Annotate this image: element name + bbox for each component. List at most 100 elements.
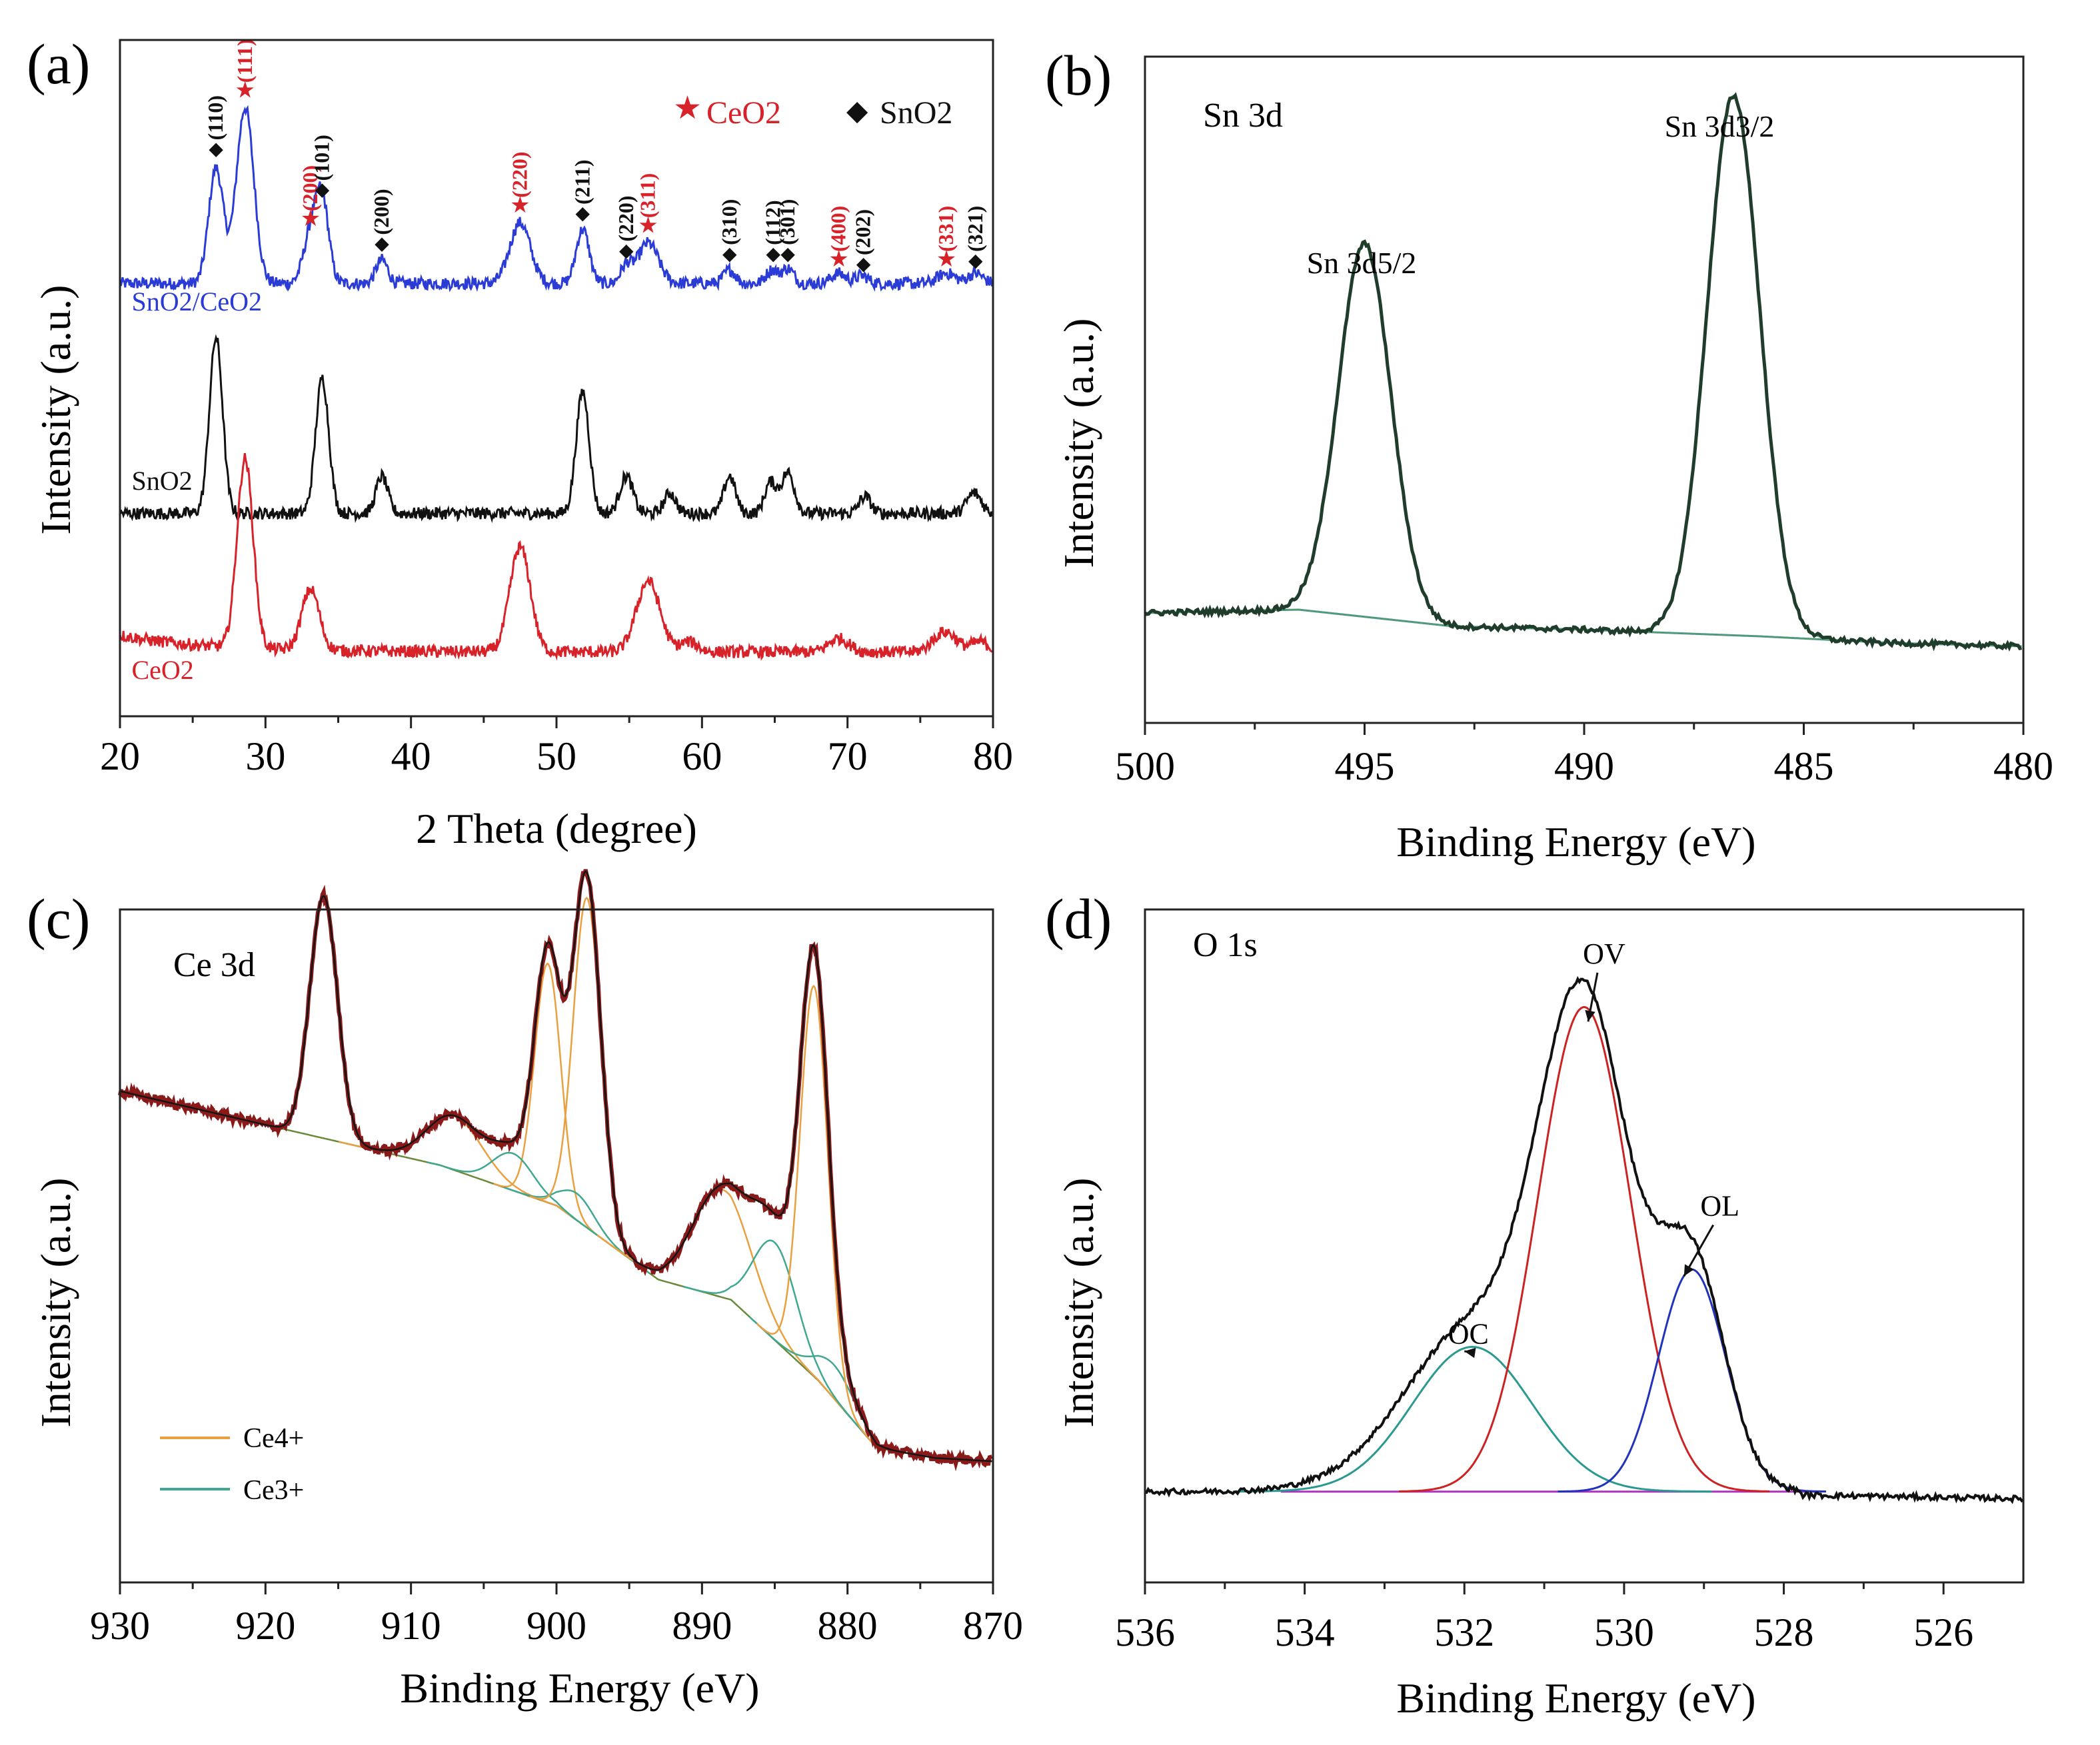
panel-c-ticks [119,1582,994,1594]
panel-a-peak-label: (110) [203,95,227,141]
panel-c-x-tick-label: 910 [381,1604,441,1648]
panel-d-arrowhead-ol [1683,1264,1694,1277]
panel-c-legend-ce4-label: Ce4+ [243,1423,304,1454]
panel-b-x-tick-label: 490 [1554,744,1614,788]
panel-a-peak-marker: ◆ [780,244,795,265]
panel-b-label: (b) [1045,43,1112,107]
panel-a-peak-marker: ★ [936,247,956,272]
panel-d-x-tick-label: 530 [1594,1610,1654,1654]
panel-c: (c) Intensity (a.u.) Binding Energy (eV)… [27,869,1023,1712]
panel-b-x-tick-label: 480 [1993,744,2053,788]
panel-c-label: (c) [27,887,90,951]
panel-a-peak-label: (321) [963,206,987,252]
panel-a-peak-label: (200) [298,165,322,211]
panel-a-series-sno2 [119,334,994,524]
panel-a-x-tick-labels: 20 30 40 50 60 70 80 [100,734,1013,778]
panel-c-x-tick-label: 900 [526,1604,586,1648]
panel-d-x-tick-label: 526 [1913,1610,1973,1654]
panel-a-peak-marker: ◆ [722,244,737,265]
panel-d-component-oc [1232,1345,1712,1493]
panel-a-peak-label: (111) [233,39,257,83]
panel-a-series-sno2-ceo2 [119,105,994,292]
panel-a-legend-ceo2-label: CeO2 [706,95,781,131]
panel-a-series-ceo2 [119,452,993,661]
panel-c-legend: Ce4+ Ce3+ [160,1423,304,1506]
panel-b-x-tick-label: 495 [1335,744,1395,788]
panel-c-component-ce3 [683,1239,867,1437]
panel-a-peak-label: (101) [309,135,333,181]
panel-a-peak-marker: ★ [638,213,658,238]
panel-a: (a) Intensity (a.u.) 2 Theta (degree) 20… [27,32,1013,852]
panel-c-legend-ce3-label: Ce3+ [243,1475,304,1506]
panel-a-peak-marker: ◆ [315,179,330,200]
panel-a-peak-label: (400) [826,206,850,252]
panel-c-x-axis-label: Binding Energy (eV) [400,1664,759,1712]
panel-a-annotations: ◆(110)★(111)★(200)◆(101)◆(200) ★(220)◆(21… [203,39,987,275]
panel-a-peak-label: (211) [570,159,594,205]
panel-d-raw-spectrum [1144,975,2025,1504]
panel-b-x-tick-label: 500 [1115,744,1175,788]
panel-d-x-tick-label: 534 [1275,1610,1335,1654]
panel-b-peak-label-sn3d32: Sn 3d3/2 [1665,109,1775,143]
panel-a-peak-marker: ◆ [576,203,590,224]
panel-a-legend-sno2-marker: ◆ [846,96,868,127]
panel-a-curves [119,105,994,661]
panel-a-peak-label: (311) [636,173,660,219]
panel-a-x-axis-label: 2 Theta (degree) [416,805,697,852]
panel-b-x-tick-labels: 500 495 490 485 480 [1115,744,2053,788]
panel-d-curves [1144,975,2025,1504]
panel-a-peak-label: (220) [614,195,638,241]
panel-a-x-tick-label: 50 [536,734,576,778]
panel-d-peak-label-ov: OV [1583,937,1625,970]
panel-c-x-tick-label: 870 [963,1604,1023,1648]
panel-a-peak-label: (331) [934,206,958,252]
panel-a-legend-ceo2-marker: ★ [673,91,702,126]
panel-a-peak-marker: ◆ [619,241,634,261]
panel-c-component-ce4 [493,962,602,1239]
panel-c-x-tick-label: 920 [235,1604,295,1648]
panel-a-label: (a) [27,32,90,96]
panel-a-curve-label: SnO2 [131,466,192,496]
panel-b-inner-title: Sn 3d [1203,97,1283,135]
panel-c-inner-title: Ce 3d [173,946,255,984]
panel-d-x-tick-label: 536 [1115,1610,1175,1654]
panel-a-peak-label: (301) [775,199,799,245]
panel-d-x-tick-label: 528 [1754,1610,1814,1654]
panel-a-curve-label: CeO2 [131,655,193,685]
panel-d-inner-title: O 1s [1193,926,1258,964]
panel-a-peak-marker: ◆ [766,244,781,265]
panel-c-x-tick-label: 880 [818,1604,878,1648]
panel-d-component-ov [1399,1005,1769,1492]
panel-b-x-tick-label: 485 [1774,744,1834,788]
panel-b-plot-frame [1144,55,2025,724]
panel-b-raw-spectrum [1144,92,2022,652]
panel-d-y-axis-label: Intensity (a.u.) [1055,1178,1102,1428]
panel-b: (b) Intensity (a.u.) Binding Energy (eV)… [1045,43,2053,866]
panel-a-peak-label: (112) [760,200,784,245]
panel-a-peak-marker: ★ [510,193,530,218]
panel-a-peak-label: (220) [507,152,531,198]
panel-a-plot-frame [119,39,994,718]
panel-a-x-tick-label: 30 [245,734,285,778]
panel-a-x-tick-label: 60 [682,734,722,778]
panel-a-curve-labels: SnO2/CeO2 SnO2 CeO2 [131,287,262,685]
panel-d-label: (d) [1045,887,1112,951]
panel-d-peak-label-oc: OC [1448,1317,1489,1350]
panel-c-y-axis-label: Intensity (a.u.) [32,1178,79,1428]
panel-c-fit-envelope [119,870,992,1462]
panel-a-peak-marker: ◆ [856,254,871,275]
panel-d-arrowhead-ov [1585,1009,1595,1022]
panel-a-peak-label: (310) [717,199,741,245]
panel-c-component-ce3 [427,1151,598,1236]
panel-a-curve-label: SnO2/CeO2 [131,287,262,316]
panel-d-x-axis-label: Binding Energy (eV) [1396,1674,1755,1722]
panel-d: (d) Intensity (a.u.) Binding Energy (eV)… [1045,887,2025,1722]
panel-d-x-tick-labels: 536 534 532 530 528 526 [1115,1610,1973,1654]
panel-c-curves [118,869,992,1472]
panel-d-arrowhead-oc [1464,1347,1476,1359]
panel-b-peak-label-sn3d52: Sn 3d5/2 [1307,246,1417,280]
panel-b-x-axis-label: Binding Energy (eV) [1396,818,1755,866]
panel-d-ticks [1144,1582,1945,1594]
